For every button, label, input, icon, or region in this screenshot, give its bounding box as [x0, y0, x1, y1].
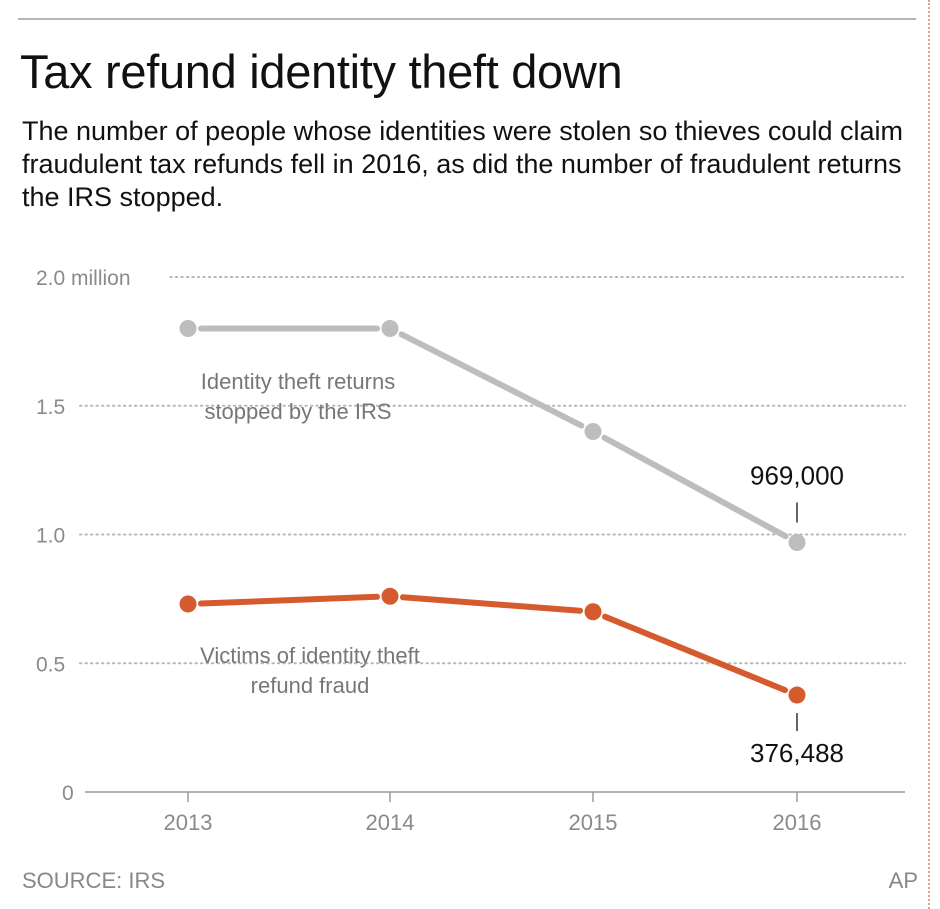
data-point: [179, 595, 197, 613]
data-point: [584, 603, 602, 621]
end-value-label: 969,000: [750, 460, 844, 490]
series-line-segment: [197, 593, 381, 607]
source-note: SOURCE: IRS: [22, 868, 166, 893]
series-line-segment: [398, 331, 585, 429]
y-tick-label: 2.0 million: [36, 267, 131, 290]
y-tick-label: 0: [62, 782, 74, 805]
data-point: [381, 587, 399, 605]
top-rule: [18, 18, 916, 20]
data-point: [179, 320, 197, 337]
x-tick-label: 2016: [773, 810, 822, 835]
series-line-segment: [602, 613, 788, 694]
x-tick-label: 2015: [569, 810, 618, 835]
data-point: [788, 686, 806, 704]
credit-note: AP: [888, 868, 918, 893]
y-tick-label: 1.5: [36, 396, 65, 419]
chart-title: Tax refund identity theft down: [20, 45, 623, 98]
data-point: [584, 423, 602, 440]
page-edge-dots: [928, 0, 930, 909]
series-label: refund fraud: [251, 673, 370, 698]
end-value-label: 376,488: [750, 738, 844, 768]
series-label: Identity theft returns: [201, 369, 395, 394]
x-tick-label: 2013: [164, 810, 213, 835]
x-tick-label: 2014: [366, 810, 415, 835]
data-point: [788, 533, 806, 551]
series-line-segment: [601, 434, 789, 540]
series-line-segment: [399, 594, 584, 614]
y-tick-label: 1.0: [36, 525, 65, 548]
series-label: Victims of identity theft: [200, 643, 420, 668]
series-label: stopped by the IRS: [204, 399, 391, 424]
y-tick-label: 0.5: [36, 653, 65, 676]
data-point: [381, 320, 399, 337]
chart-subtitle: The number of people whose identities we…: [22, 116, 903, 212]
